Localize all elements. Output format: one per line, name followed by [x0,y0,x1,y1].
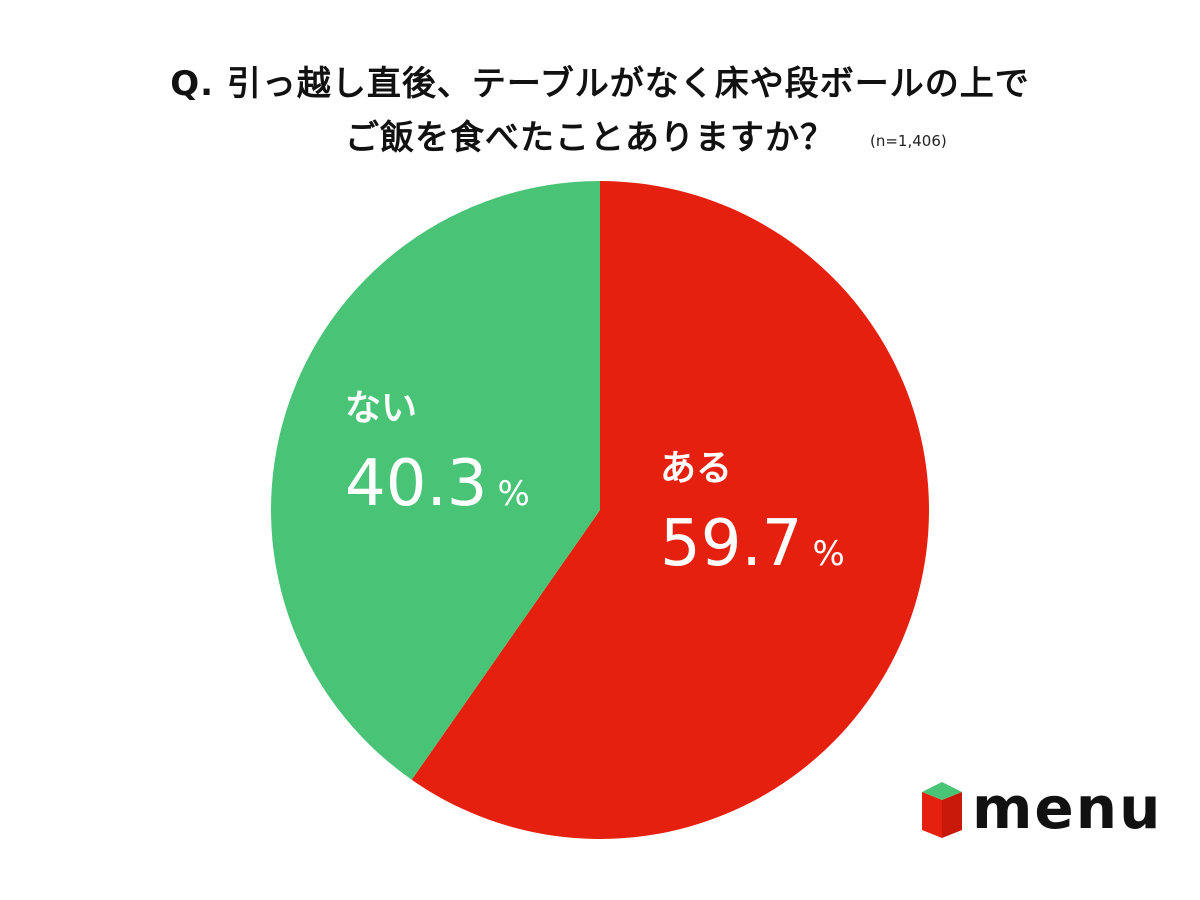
slice-category-label-1: ある [660,448,732,489]
slice-category-label-2: ない [345,388,417,429]
logo-text: menu [972,774,1163,842]
pie-slice-1 [411,181,930,839]
logo-icon-front-face [922,792,942,838]
logo-icon-side-face [942,792,962,838]
logo-icon-top-face [922,782,962,800]
slice-value-label-2: 40.3% [345,447,530,521]
chart-title-line-2: ご飯を食べたことありますか？ [345,118,835,158]
pie-slice-2 [271,181,600,780]
menu-logo: menu [920,774,1160,844]
slice-value-label-1: 59.7% [660,507,845,581]
chart-title-line-1: Q. 引っ越し直後、テーブルがなく床や段ボールの上で [170,64,1030,104]
menu-logo-icon [922,782,962,838]
sample-size-note: (n=1,406) [870,132,947,150]
